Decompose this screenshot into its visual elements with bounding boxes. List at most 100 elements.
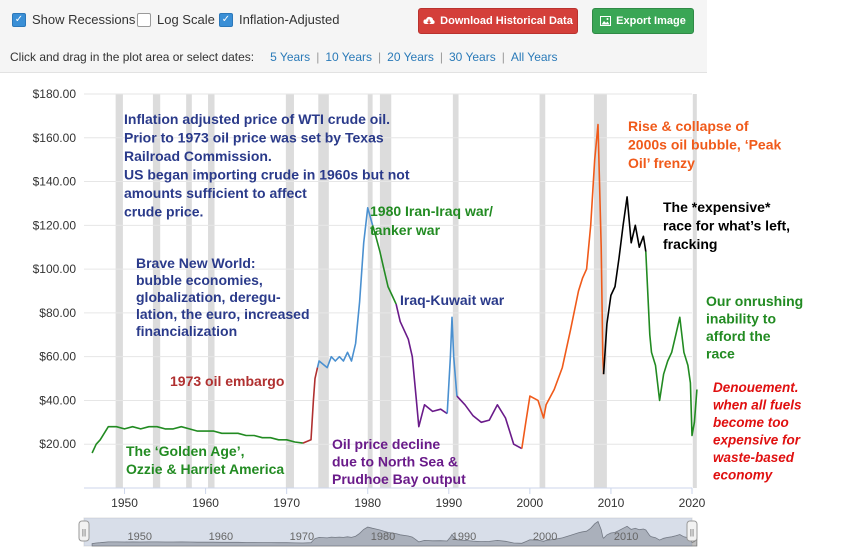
y-tick-label: $40.00 [39,393,76,407]
recession-band [285,94,294,488]
annotation-embargo: 1973 oil embargo [170,373,284,389]
inflation-adjusted-label: Inflation-Adjusted [239,12,340,27]
chart-annotations: Inflation adjusted price of WTI crude oi… [124,111,803,487]
recession-band [367,94,373,488]
navigator-handle[interactable] [78,520,90,542]
annotation-brave: Brave New World:bubble economies,globali… [136,255,310,339]
toolbar: ✓ Show Recessions Log Scale ✓ Inflation-… [0,0,707,73]
inflation-adjusted-checkbox[interactable]: ✓ Inflation-Adjusted [219,12,339,27]
annotation-line: Railroad Commission. [124,148,272,164]
y-tick-label: $20.00 [39,437,76,451]
annotation-line: Our onrushing [706,293,803,309]
range-10-years-link[interactable]: 10 Years [325,50,373,64]
range-separator: | [439,50,443,64]
y-tick-label: $100.00 [33,262,77,276]
range-navigator[interactable]: 1950 1960 1970 1980 1990 2000 2010 || || [78,517,698,547]
navigator-label: 1990 [452,531,476,543]
annotation-intro: Inflation adjusted price of WTI crude oi… [124,111,410,220]
navigator-label: 2000 [533,531,557,543]
annotation-line: waste-based [713,450,795,465]
annotation-decline: Oil price decline due to North Sea &Prudh… [332,436,466,487]
recession-band [152,94,161,488]
annotation-line: fracking [663,236,717,252]
annotation-line: economy [713,468,774,483]
navigator-handle-grip: || [82,528,86,537]
x-tick-label: 1970 [273,496,300,510]
x-tick-label: 2020 [679,496,706,510]
annotation-line: 1973 oil embargo [170,373,284,389]
annotation-kuwait: Iraq-Kuwait war [400,292,505,308]
annotation-line: amounts sufficient to affect [124,185,307,201]
annotation-line: inability to [706,311,776,327]
annotation-line: 2000s oil bubble, ‘Peak [628,137,782,153]
y-axis-ticks: $20.00 $40.00 $60.00 $80.00 $100.00 $120.00 $1… [33,87,77,451]
cloud-download-icon [423,16,435,25]
navigator-selection [84,518,692,546]
navigator-label: 1950 [128,531,152,543]
range-separator: | [501,50,505,64]
annotation-line: Prior to 1973 oil price was set by Texas [124,130,384,146]
recession-band [318,94,329,488]
recession-band [452,94,459,488]
price-line-segment [456,395,523,450]
checkbox-checked-icon: ✓ [219,12,233,27]
annotation-iran: 1980 Iran-Iraq war/ tanker war [370,203,493,238]
price-line-segment [645,251,698,437]
annotation-line: globalization, deregu- [136,289,281,305]
x-tick-label: 2000 [517,496,544,510]
price-line-segment [371,225,397,305]
log-scale-label: Log Scale [157,12,215,27]
y-tick-label: $120.00 [33,218,77,232]
show-recessions-checkbox[interactable]: ✓ Show Recessions [12,12,135,27]
y-tick-label: $80.00 [39,306,76,320]
annotation-line: race for what’s left, [663,218,790,234]
range-20-years-link[interactable]: 20 Years [387,50,434,64]
export-image-button[interactable]: Export Image [592,8,694,34]
annotation-line: when all fuels [713,398,802,413]
range-separator: | [316,50,320,64]
download-historical-data-button[interactable]: Download Historical Data [418,8,578,34]
recession-band [692,94,697,488]
price-line-segment [91,425,304,454]
download-button-label: Download Historical Data [440,15,573,27]
annotation-line: Rise & collapse of [628,118,749,134]
annotation-line: crude price. [124,204,203,220]
range-5-years-link[interactable]: 5 Years [270,50,311,64]
show-recessions-label: Show Recessions [32,12,136,27]
range-separator: | [378,50,382,64]
price-series [91,123,698,454]
recession-band [539,94,546,488]
y-tick-label: $140.00 [33,175,77,189]
x-tick-label: 1960 [192,496,219,510]
recession-bands [115,94,697,488]
annotation-expensive: The *expensive* race for what’s left, frac… [663,199,790,252]
annotation-line: The ‘Golden Age’, [126,443,245,459]
range-all-years-link[interactable]: All Years [510,50,558,64]
navigator-label: 1970 [290,531,314,543]
navigator-handle-grip: || [690,528,694,537]
checkbox-unchecked-icon [137,12,151,27]
annotation-bubble: Rise & collapse of 2000s oil bubble, ‘Pea… [628,118,782,171]
annotation-line: 1980 Iran-Iraq war/ [370,203,493,219]
annotation-line: Denouement. [713,380,799,395]
annotation-line: tanker war [370,222,441,238]
annotation-line: Oil price decline [332,436,440,452]
x-axis-ticks: 1950 1960 1970 1980 1990 2000 2010 2020 [111,488,706,510]
annotation-line: become too [713,415,789,430]
annotation-line: Oil’ frenzy [628,155,695,171]
y-tick-label: $60.00 [39,350,76,364]
annotation-line: The *expensive* [663,199,771,215]
y-tick-label: $160.00 [33,131,77,145]
price-line-segment [602,196,647,375]
annotation-line: Iraq-Kuwait war [400,292,505,308]
navigator-label: 1980 [371,531,395,543]
annotation-line: lation, the euro, increased [136,306,310,322]
range-30-years-link[interactable]: 30 Years [449,50,496,64]
navigator-handle[interactable] [686,520,698,542]
navigator-label: 1960 [209,531,233,543]
export-button-label: Export Image [616,15,686,27]
annotation-line: race [706,346,735,362]
checkbox-checked-icon: ✓ [12,12,26,27]
log-scale-checkbox[interactable]: Log Scale [137,12,215,27]
